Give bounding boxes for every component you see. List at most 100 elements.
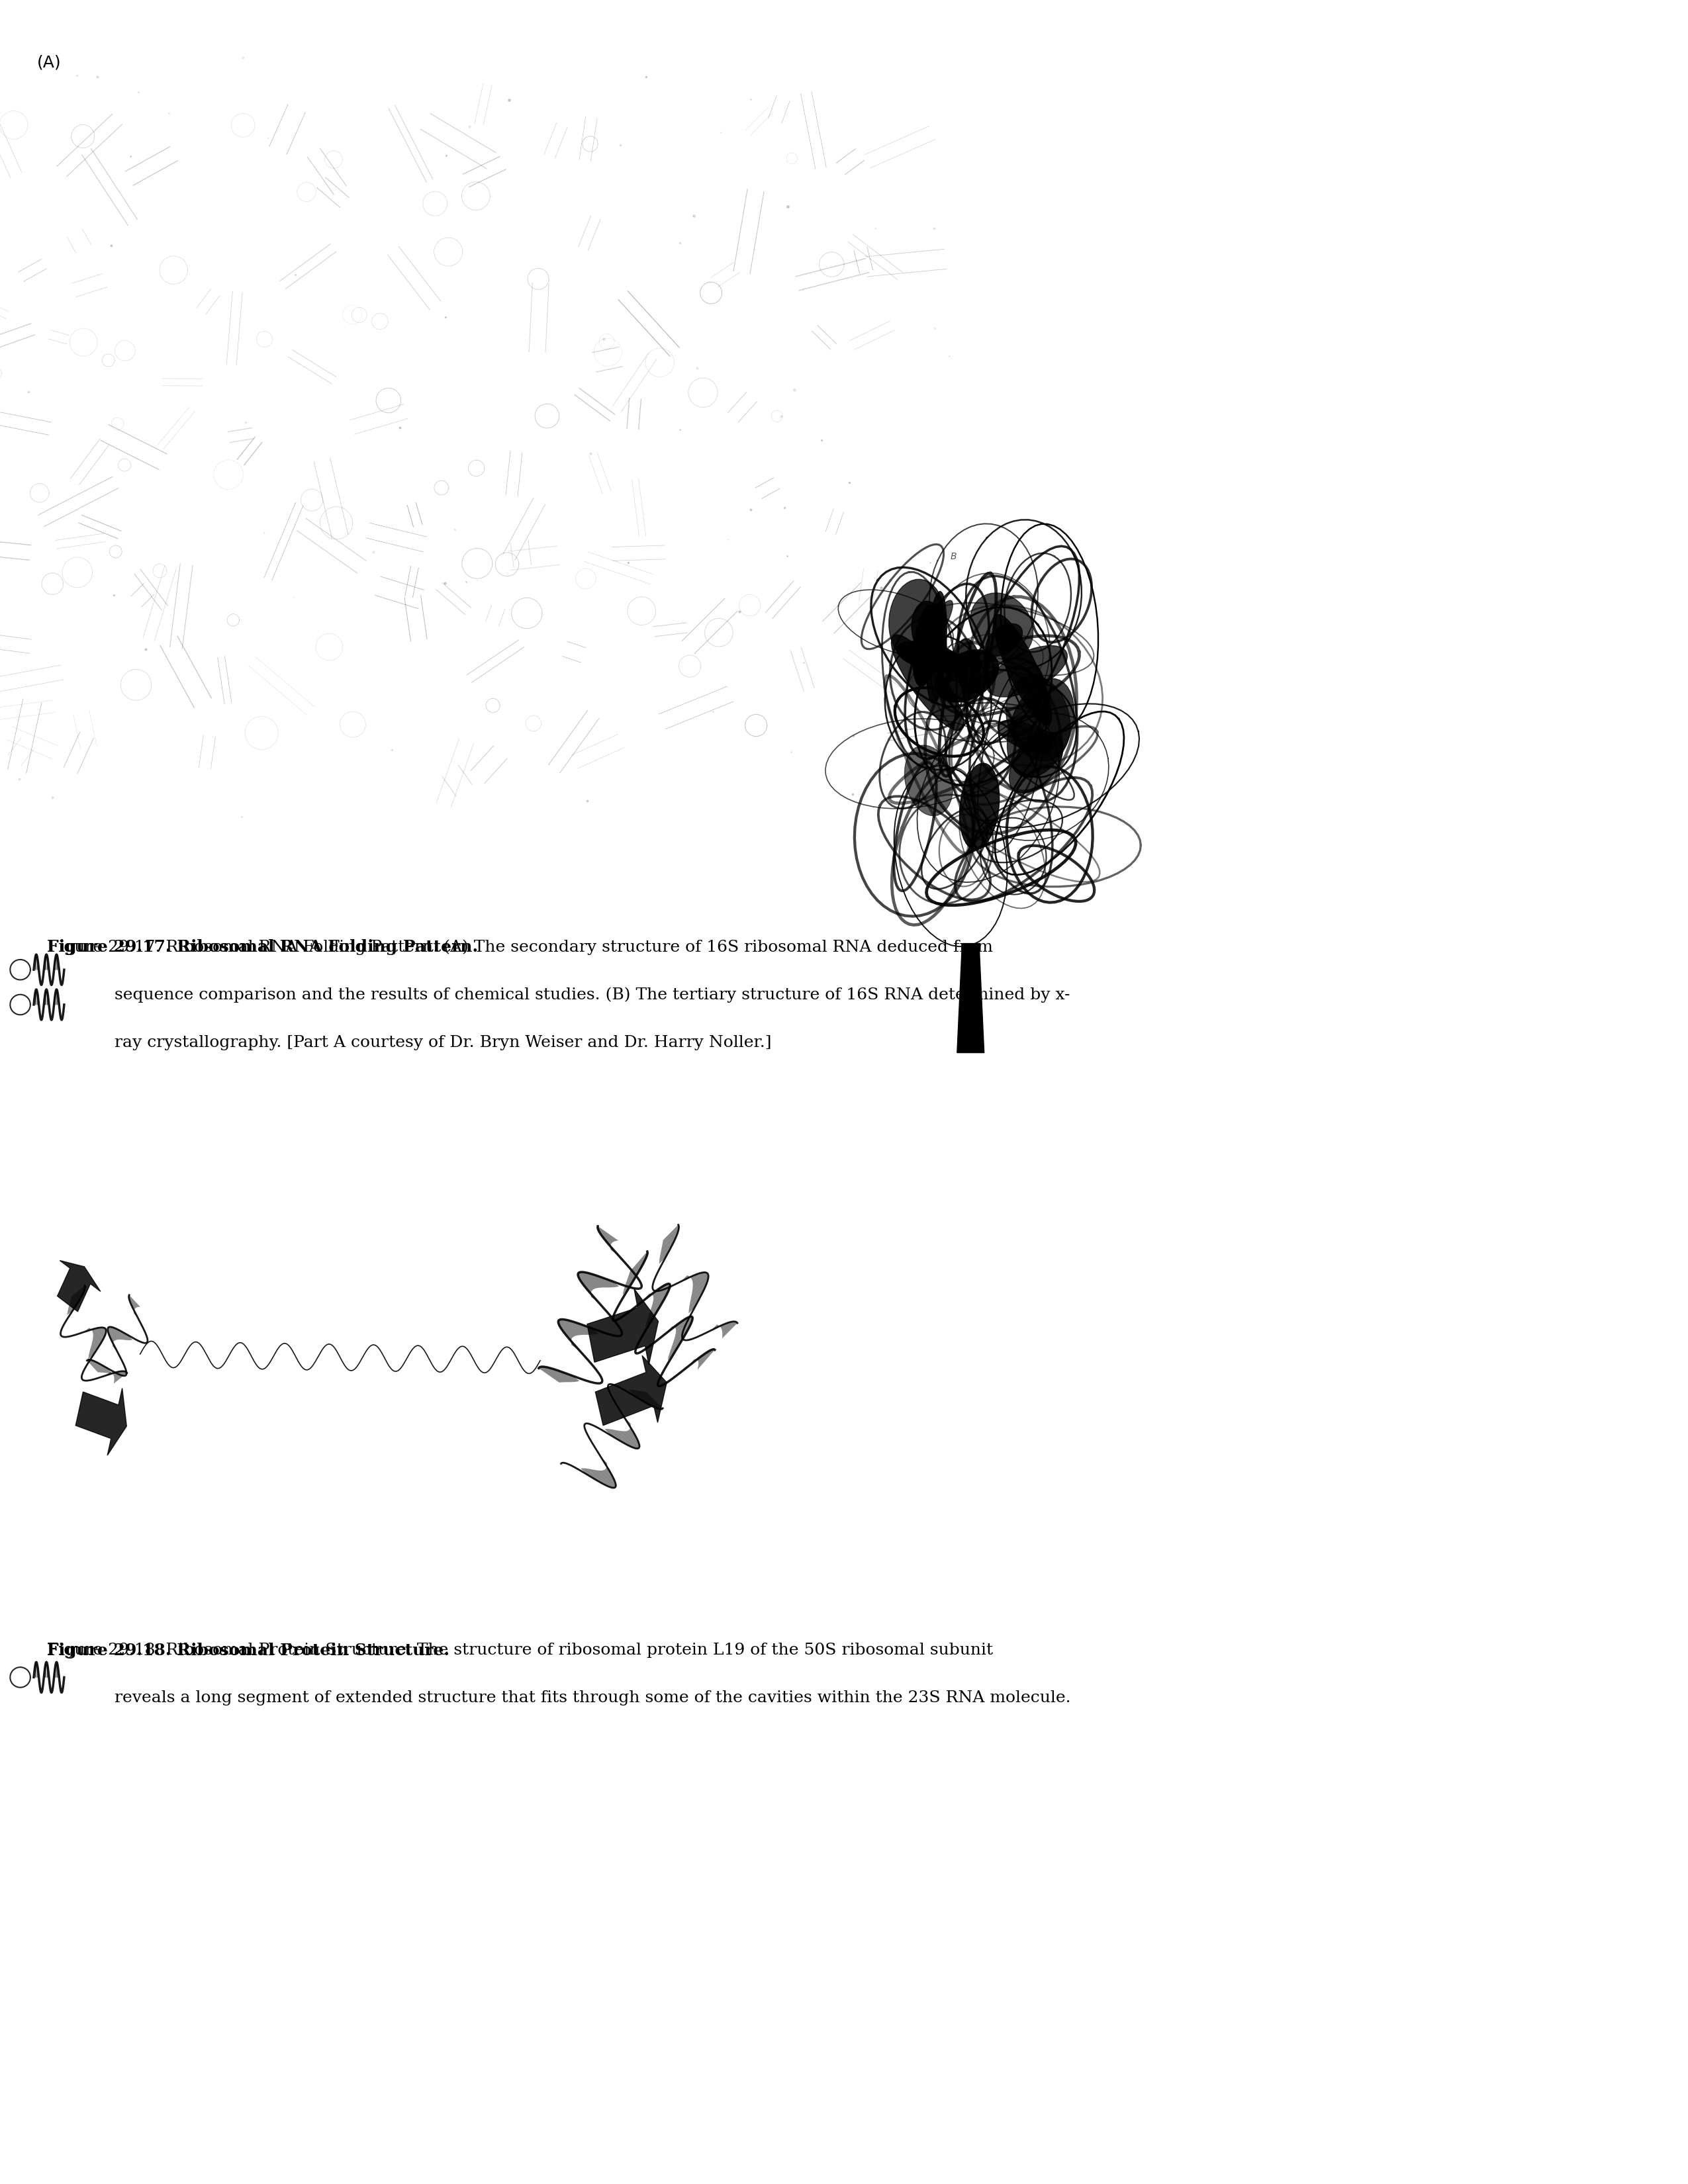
Polygon shape [672,1326,674,1330]
Polygon shape [599,1470,616,1487]
Polygon shape [608,1428,621,1441]
Polygon shape [689,1306,695,1313]
Polygon shape [113,1372,118,1376]
Polygon shape [71,1289,84,1302]
Polygon shape [587,1326,599,1334]
Polygon shape [598,1227,616,1241]
Polygon shape [559,1321,579,1334]
Polygon shape [133,1310,135,1313]
Polygon shape [581,1282,592,1291]
Polygon shape [88,1352,95,1358]
Polygon shape [91,1332,106,1343]
Polygon shape [628,1431,638,1441]
Polygon shape [89,1341,103,1352]
Polygon shape [692,1275,709,1291]
Polygon shape [89,1361,101,1372]
Polygon shape [670,1328,689,1350]
Polygon shape [623,1431,640,1448]
Polygon shape [88,1352,96,1358]
Polygon shape [604,1470,614,1481]
Polygon shape [120,1330,130,1341]
Polygon shape [68,1308,74,1315]
Polygon shape [722,1324,738,1339]
Polygon shape [608,1428,623,1441]
Polygon shape [959,762,999,850]
Polygon shape [692,1273,702,1282]
Polygon shape [93,1328,100,1332]
Polygon shape [692,1273,709,1291]
Polygon shape [132,1308,135,1310]
Polygon shape [587,1468,604,1485]
Polygon shape [699,1352,707,1363]
Polygon shape [592,1470,611,1487]
Text: Figure 29.17. Ribosomal RNA Folding Pattern. (A) The secondary structure of 16S : Figure 29.17. Ribosomal RNA Folding Patt… [47,939,993,954]
Polygon shape [581,1271,604,1289]
Polygon shape [581,1468,589,1476]
Polygon shape [636,1391,655,1406]
Polygon shape [559,1321,577,1337]
Polygon shape [957,943,984,1053]
Text: reveals a long segment of extended structure that fits through some of the cavit: reveals a long segment of extended struc… [115,1690,1072,1706]
Polygon shape [668,1337,684,1354]
Polygon shape [574,1321,594,1334]
Polygon shape [663,1225,679,1243]
Polygon shape [68,1306,76,1313]
Polygon shape [71,1289,84,1302]
Polygon shape [647,1302,663,1321]
Polygon shape [113,1372,116,1374]
Polygon shape [89,1345,100,1354]
Polygon shape [692,1273,707,1291]
Polygon shape [645,1391,662,1409]
Polygon shape [584,1468,598,1481]
Polygon shape [692,1358,697,1363]
Polygon shape [113,1372,127,1382]
Polygon shape [111,1328,125,1339]
Polygon shape [108,1328,118,1339]
Polygon shape [660,1256,667,1265]
Polygon shape [133,1313,137,1315]
Polygon shape [603,1236,611,1245]
Polygon shape [915,601,952,662]
Polygon shape [721,1324,722,1328]
Polygon shape [692,1273,707,1286]
Polygon shape [675,1317,692,1339]
Polygon shape [668,1341,680,1356]
Polygon shape [626,1420,631,1426]
Polygon shape [598,1275,614,1286]
Polygon shape [540,1367,562,1382]
Polygon shape [113,1372,127,1385]
Polygon shape [652,1291,657,1295]
Polygon shape [689,1293,702,1308]
Polygon shape [896,642,962,673]
Polygon shape [91,1332,106,1345]
Polygon shape [125,1334,132,1341]
Polygon shape [108,1328,118,1339]
Polygon shape [912,601,945,655]
Polygon shape [663,1225,679,1243]
Polygon shape [662,1234,677,1251]
Polygon shape [122,1332,130,1341]
Polygon shape [560,1319,584,1334]
Polygon shape [118,1330,128,1341]
Polygon shape [690,1284,707,1299]
Polygon shape [711,1324,717,1330]
Polygon shape [660,1236,677,1254]
Polygon shape [596,1470,614,1487]
Polygon shape [604,1278,618,1286]
Polygon shape [96,1363,106,1374]
Polygon shape [579,1278,594,1289]
Polygon shape [108,1330,116,1339]
Polygon shape [690,1286,706,1302]
Polygon shape [986,625,1023,655]
Polygon shape [601,1457,608,1463]
Polygon shape [128,1297,137,1308]
Polygon shape [675,1317,692,1334]
Polygon shape [592,1275,613,1286]
Polygon shape [670,1326,689,1350]
Polygon shape [601,1234,613,1243]
Polygon shape [598,1470,614,1487]
Polygon shape [648,1297,665,1319]
Polygon shape [618,1431,636,1448]
Polygon shape [628,1254,648,1278]
Polygon shape [115,1372,122,1378]
